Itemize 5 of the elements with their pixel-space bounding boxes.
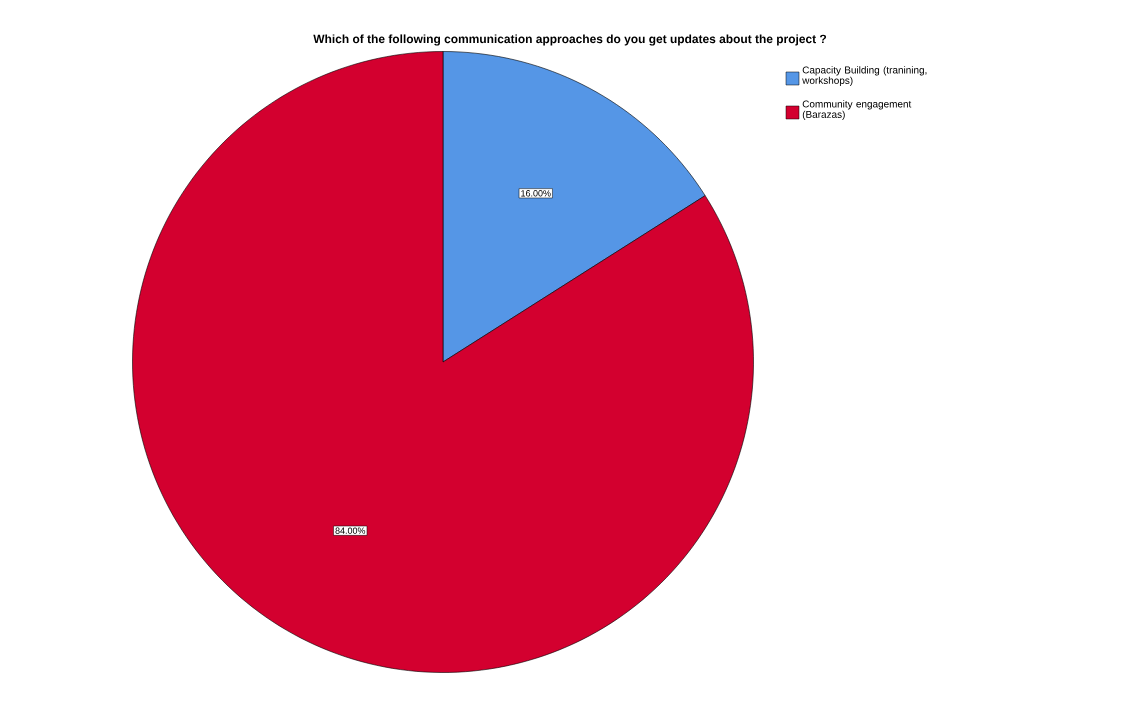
legend-label: Capacity Building (tranining, workshops) xyxy=(802,66,927,86)
chart-title: Which of the following communication approaches do you get updates about the project ? xyxy=(313,34,827,46)
legend-label: Community engagement (Barazas) xyxy=(802,100,912,120)
data-label: 84.00% xyxy=(335,527,366,534)
data-label: 16.00% xyxy=(521,190,551,197)
